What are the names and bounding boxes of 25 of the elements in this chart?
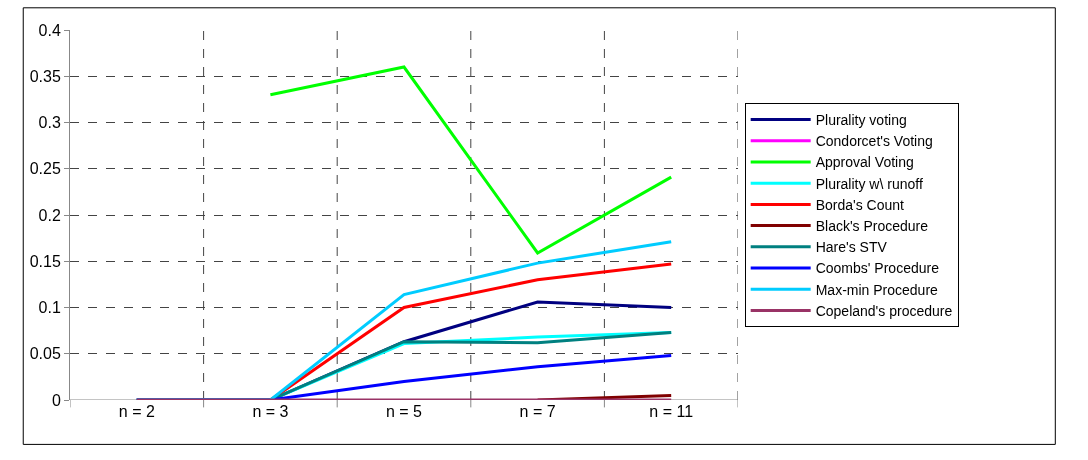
x-tick-label: n = 11: [649, 403, 694, 420]
legend-label: Hare's STV: [815, 239, 888, 256]
legend-label: Approval Voting: [815, 154, 914, 171]
legend-label: Plurality w\ runoff: [815, 175, 923, 192]
y-tick-label: 0.2: [38, 206, 61, 224]
legend-label: Max-min Procedure: [815, 281, 939, 298]
legend-label: Condorcet's Voting: [815, 133, 933, 150]
y-tick-label: 0.4: [38, 21, 61, 39]
legend-label: Plurality voting: [815, 112, 907, 129]
legend-label: Coombs' Procedure: [815, 260, 940, 277]
legend-label: Borda's Count: [815, 196, 905, 213]
x-tick-label: n = 2: [118, 403, 155, 420]
y-tick-label: 0.35: [29, 67, 61, 85]
y-tick-label: 0.1: [38, 299, 61, 317]
y-tick-label: 0.25: [29, 160, 61, 178]
y-tick-label: 0.15: [29, 252, 61, 270]
y-tick-label: 0: [51, 391, 61, 409]
x-tick-label: n = 5: [385, 403, 423, 420]
y-tick-label: 0.3: [38, 114, 61, 132]
y-tick-label: 0.05: [29, 345, 61, 363]
legend-label: Copeland's procedure: [815, 302, 953, 319]
x-tick-label: n = 7: [519, 403, 556, 420]
line-series: [268, 65, 673, 255]
legend-label: Black's Procedure: [815, 218, 929, 235]
x-tick-label: n = 3: [252, 403, 289, 420]
